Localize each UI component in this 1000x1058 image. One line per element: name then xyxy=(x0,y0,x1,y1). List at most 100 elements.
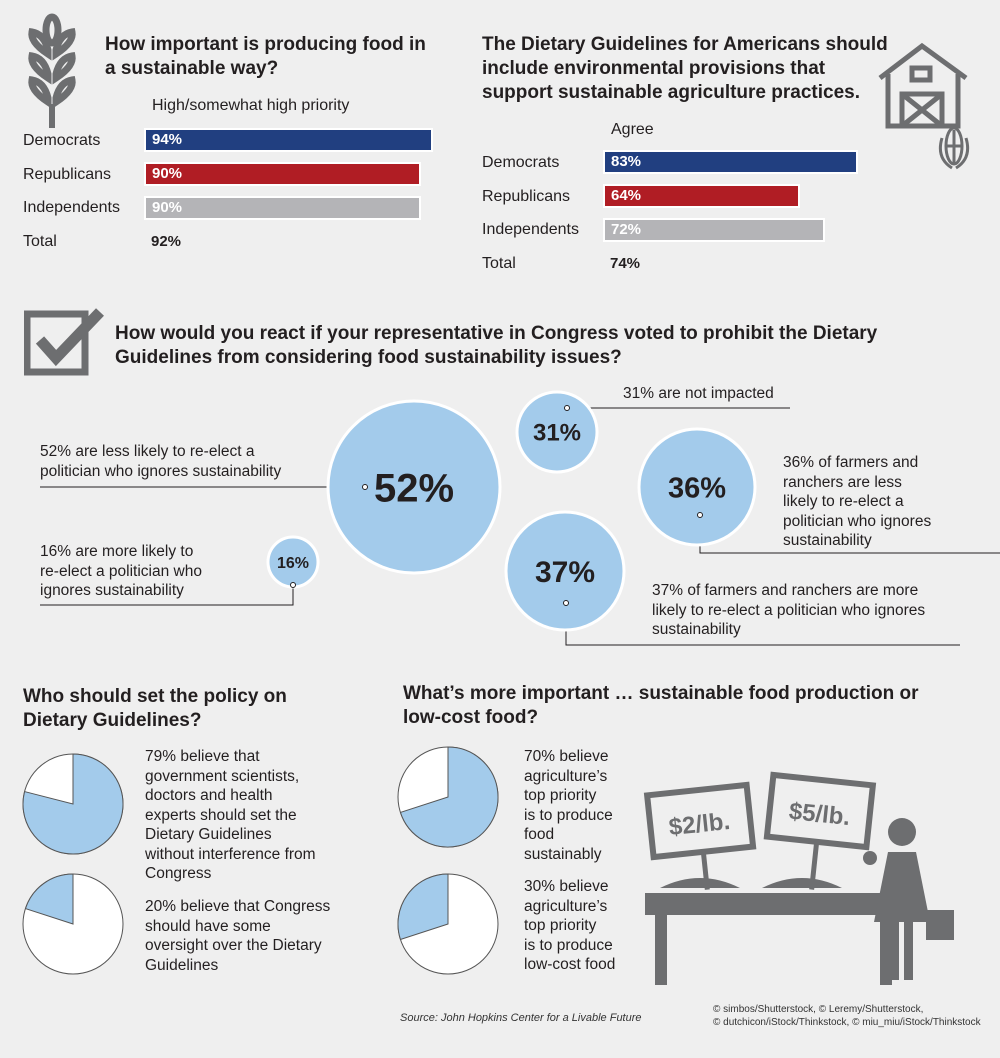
bar-democrats: 94% xyxy=(144,128,433,152)
bubble-chart: 52% 31% 36% 37% 16% xyxy=(40,390,1000,646)
bubble-31 xyxy=(515,390,599,474)
bar-republicans: 64% xyxy=(603,184,801,208)
title-line: How would you react if your representati… xyxy=(115,323,878,344)
caption-16: 16% are more likely to re-elect a politic… xyxy=(40,542,202,601)
text-line: Congress xyxy=(145,865,212,882)
total-value: 74% xyxy=(610,255,641,272)
caption-line: likely to re-elect a politician who igno… xyxy=(652,601,926,619)
caption-line: 37% of farmers and ranchers are more xyxy=(652,582,919,599)
bubble-label: 37% xyxy=(535,556,595,589)
total-value: 92% xyxy=(151,233,182,250)
pie-slice-79 xyxy=(22,753,124,855)
category-label: Republicans xyxy=(482,188,571,205)
text-line: top priority xyxy=(524,917,597,934)
bar-independents: 90% xyxy=(144,196,421,220)
title-line: low-cost food? xyxy=(403,707,539,728)
text-line: 30% believe xyxy=(524,878,609,895)
text-line: low-cost food xyxy=(524,956,616,973)
title-line: a sustainable way? xyxy=(105,58,279,79)
text-line: should have some xyxy=(145,917,271,935)
checkbox-icon xyxy=(24,308,104,376)
pie-slice-30 xyxy=(397,873,449,941)
total-label: Total xyxy=(482,255,516,272)
text-line: is to produce xyxy=(524,806,613,824)
caption-line: sustainability xyxy=(783,532,872,549)
caption-line: likely to re-elect a xyxy=(783,493,904,510)
category-label: Republicans xyxy=(23,166,112,183)
bubble-label: 31% xyxy=(533,420,581,447)
credit-line: © simbos/Shutterstock, © Leremy/Shutters… xyxy=(713,1004,924,1015)
text-line: 20% believe that Congress xyxy=(145,898,331,915)
category-label: Independents xyxy=(23,199,120,216)
section1-title: How important is producing food in a sus… xyxy=(105,33,426,81)
title-line: Dietary Guidelines? xyxy=(23,710,202,731)
caption-line: 52% are less likely to re-elect a xyxy=(40,443,255,460)
bubble-label: 52% xyxy=(374,466,454,510)
text-line: 70% believe xyxy=(524,748,609,765)
caption-line: ignores sustainability xyxy=(40,582,184,599)
bar-democrats: 83% xyxy=(603,150,859,174)
barn-icon xyxy=(878,42,970,170)
bubble-36 xyxy=(637,427,757,547)
title-line: What’s more important … sustainable food… xyxy=(403,683,919,704)
title-line: Guidelines from considering food sustain… xyxy=(115,347,622,368)
bubble-label: 36% xyxy=(668,472,726,504)
title-line: The Dietary Guidelines for Americans sho… xyxy=(482,34,888,55)
text-line: government scientists, xyxy=(145,767,300,785)
pie-slice-70 xyxy=(399,746,499,848)
text-70: 70% believe agriculture’s top priority is t… xyxy=(524,747,613,864)
caption-line: politician who ignores xyxy=(783,512,932,530)
pie-chart-policy xyxy=(22,753,124,975)
caption-line: 16% are more likely to xyxy=(40,543,194,560)
bubble-52 xyxy=(326,399,502,575)
caption-line: politician who ignores sustainability xyxy=(40,462,282,480)
text-79: 79% believe that government scientists, do… xyxy=(145,747,316,884)
text-line: top priority xyxy=(524,787,597,804)
section5-title: What’s more important … sustainable food… xyxy=(403,682,918,730)
pie-chart-priority xyxy=(397,746,499,975)
caption-line: ranchers are less xyxy=(783,473,902,491)
text-20: 20% believe that Congress should have som… xyxy=(145,897,330,975)
caption-37: 37% of farmers and ranchers are more like… xyxy=(652,581,925,640)
text-line: is to produce xyxy=(524,936,613,954)
text-line: Dietary Guidelines xyxy=(145,826,272,843)
section4-title: Who should set the policy on Dietary Gui… xyxy=(23,685,287,733)
bubble-label: 16% xyxy=(277,555,309,572)
total-label: Total xyxy=(23,233,57,250)
text-line: agriculture’s xyxy=(524,897,608,915)
title-line: How important is producing food in xyxy=(105,34,426,55)
bar-independents: 72% xyxy=(603,218,825,242)
caption-line: re-elect a politician who xyxy=(40,562,202,580)
caption-line: 31% are not impacted xyxy=(623,385,774,402)
text-line: Guidelines xyxy=(145,956,219,974)
text-line: oversight over the Dietary xyxy=(145,937,322,954)
section1-subtitle: High/somewhat high priority xyxy=(152,97,350,114)
text-line: agriculture’s xyxy=(524,767,608,785)
text-line: doctors and health xyxy=(145,787,273,804)
text-line: experts should set the xyxy=(145,806,297,824)
title-line: include environmental provisions that xyxy=(482,58,826,79)
caption-line: sustainability xyxy=(652,621,741,638)
caption-31: 31% are not impacted xyxy=(623,384,774,404)
text-line: food xyxy=(524,826,555,843)
caption-52: 52% are less likely to re-elect a politic… xyxy=(40,442,281,481)
text-line: without interference from xyxy=(145,845,316,863)
caption-36: 36% of farmers and ranchers are less likel… xyxy=(783,453,931,551)
title-line: Who should set the policy on xyxy=(23,686,287,707)
text-30: 30% believe agriculture’s top priority is t… xyxy=(524,877,615,975)
price-sign-2: $2/lb. xyxy=(668,808,732,841)
corn-icon xyxy=(938,126,970,170)
caption-line: 36% of farmers and xyxy=(783,454,919,471)
bar-republicans: 90% xyxy=(144,162,421,186)
bubble-37 xyxy=(504,510,626,632)
photo-credits: © simbos/Shutterstock, © Leremy/Shutters… xyxy=(713,1003,981,1029)
wheat-icon xyxy=(28,13,76,128)
section2-subtitle: Agree xyxy=(611,121,654,138)
text-line: 79% believe that xyxy=(145,748,260,765)
section3-title: How would you react if your representati… xyxy=(115,322,877,370)
pie-slice-20 xyxy=(24,873,74,925)
section2-title: The Dietary Guidelines for Americans sho… xyxy=(482,33,888,105)
text-line: sustainably xyxy=(524,845,602,863)
category-label: Independents xyxy=(482,221,579,238)
market-shopper-icon: $2/lb. $5/lb. xyxy=(643,771,954,985)
